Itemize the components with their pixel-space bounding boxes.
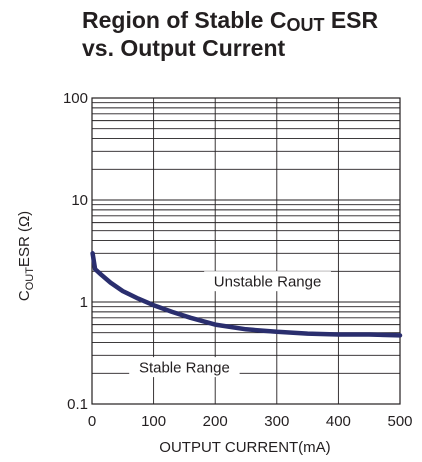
y-axis-label: COUTESR (Ω) <box>16 211 36 301</box>
series-group: Unstable Range Stable Range <box>90 251 403 377</box>
annotation-backgrounds <box>129 271 331 378</box>
region-annotation: Unstable Range <box>214 274 322 291</box>
chart-title-line1: Region of Stable COUT ESR <box>82 7 379 35</box>
y-tick-labels: 0.1 1 10 100 <box>63 90 88 413</box>
plot-frame <box>91 97 401 405</box>
annotation-background <box>204 271 331 292</box>
region-annotation: Stable Range <box>139 360 230 377</box>
y-tick-label: 0.1 <box>67 396 88 413</box>
chart-title-line2: vs. Output Current <box>82 35 286 61</box>
y-tick-label: 1 <box>80 294 88 311</box>
x-tick-label: 100 <box>141 413 166 430</box>
x-tick-label: 200 <box>203 413 228 430</box>
x-tick-label: 500 <box>387 413 412 430</box>
x-axis-label: OUTPUT CURRENT(mA) <box>159 439 330 456</box>
x-tick-label: 400 <box>326 413 351 430</box>
x-tick-label: 300 <box>264 413 289 430</box>
x-tick-labels: 0 100 200 300 400 500 <box>88 413 413 430</box>
y-tick-label: 10 <box>71 192 88 209</box>
annotation-background <box>129 357 240 378</box>
x-tick-label: 0 <box>88 413 96 430</box>
esr-boundary-curve <box>90 251 403 338</box>
chart-title: Region of Stable COUT ESR vs. Output Cur… <box>82 6 422 66</box>
y-tick-label: 100 <box>63 90 88 107</box>
grid-lines <box>92 98 400 404</box>
